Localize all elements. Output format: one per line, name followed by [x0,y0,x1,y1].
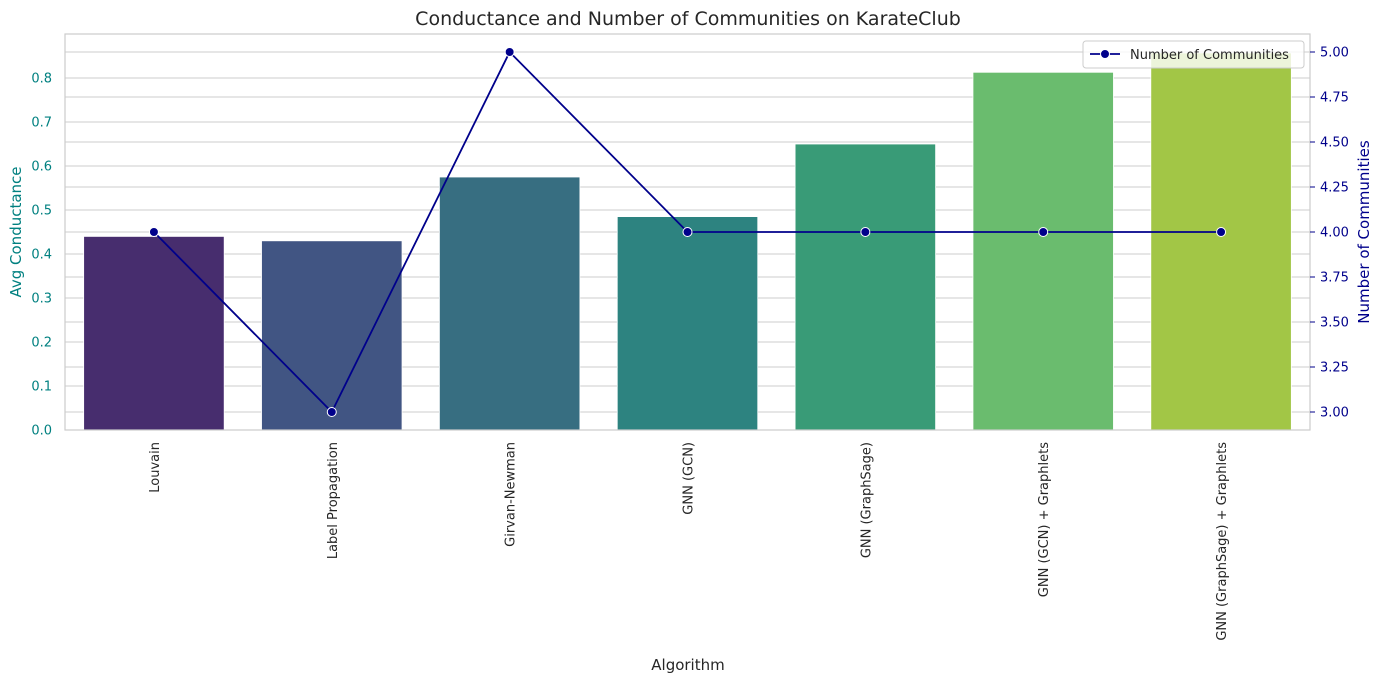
x-tick-label-0: Louvain [148,442,163,493]
right-tick-label-7: 4.75 [1320,91,1349,106]
left-tick-label-1: 0.1 [31,380,52,395]
right-y-axis-label: Number of Communities [1355,140,1373,324]
bar-5 [972,71,1114,431]
left-y-axis-ticks: 0.0 0.1 0.2 0.3 0.4 0.5 0.6 0.7 0.8 [31,72,52,439]
right-y-axis-ticks: 3.00 3.25 3.50 3.75 4.00 4.25 4.50 4.75 5.00 [1310,46,1349,421]
communities-point-0 [148,227,159,237]
right-tick-label-1: 3.25 [1320,361,1349,376]
bar-3 [616,216,759,431]
communities-point-4 [860,227,871,237]
communities-point-5 [1038,227,1049,237]
left-tick-label-4: 0.4 [31,248,52,263]
left-tick-label-3: 0.3 [31,292,52,307]
left-tick-label-7: 0.7 [31,116,52,131]
x-tick-label-6: GNN (GraphSage) + Graphlets [1215,442,1230,641]
bar-1 [261,240,403,431]
left-tick-label-0: 0.0 [31,424,52,439]
legend-label: Number of Communities [1130,48,1289,63]
x-tick-label-1: Label Propagation [326,442,341,559]
x-axis-label: Algorithm [651,656,724,674]
left-tick-label-5: 0.5 [31,204,52,219]
bar-6 [1150,52,1292,431]
communities-line [148,47,1227,417]
legend-box [1082,40,1305,69]
right-tick-label-3: 3.75 [1320,271,1349,286]
right-tick-label-0: 3.00 [1320,406,1349,421]
right-tick-label-5: 4.25 [1320,181,1349,196]
x-tick-label-2: Girvan-Newman [504,442,519,547]
bar-0 [83,235,225,431]
legend: Number of Communities [1082,40,1305,69]
communities-point-3 [682,227,693,237]
right-tick-label-2: 3.50 [1320,316,1349,331]
left-y-axis-label: Avg Conductance [7,166,25,297]
communities-point-1 [326,407,337,417]
communities-point-6 [1216,227,1227,237]
legend-marker-swatch [1100,49,1110,59]
x-axis-ticks: Louvain Label Propagation Girvan-Newman GNN… [148,442,1230,641]
bar-2 [438,176,581,431]
chart-title: Conductance and Number of Communities on… [415,8,961,30]
x-tick-label-4: GNN (GraphSage) [859,442,874,558]
left-tick-label-8: 0.8 [31,72,52,87]
bar-4 [794,143,937,431]
left-tick-label-2: 0.2 [31,336,52,351]
communities-point-2 [504,47,515,57]
left-tick-label-6: 0.6 [31,160,52,175]
x-tick-label-3: GNN (GCN) [682,442,697,515]
x-tick-label-5: GNN (GCN) + Graphlets [1037,442,1052,597]
right-tick-label-4: 4.00 [1320,226,1349,241]
right-tick-label-8: 5.00 [1320,46,1349,61]
right-tick-label-6: 4.50 [1320,136,1349,151]
bars [83,52,1292,431]
